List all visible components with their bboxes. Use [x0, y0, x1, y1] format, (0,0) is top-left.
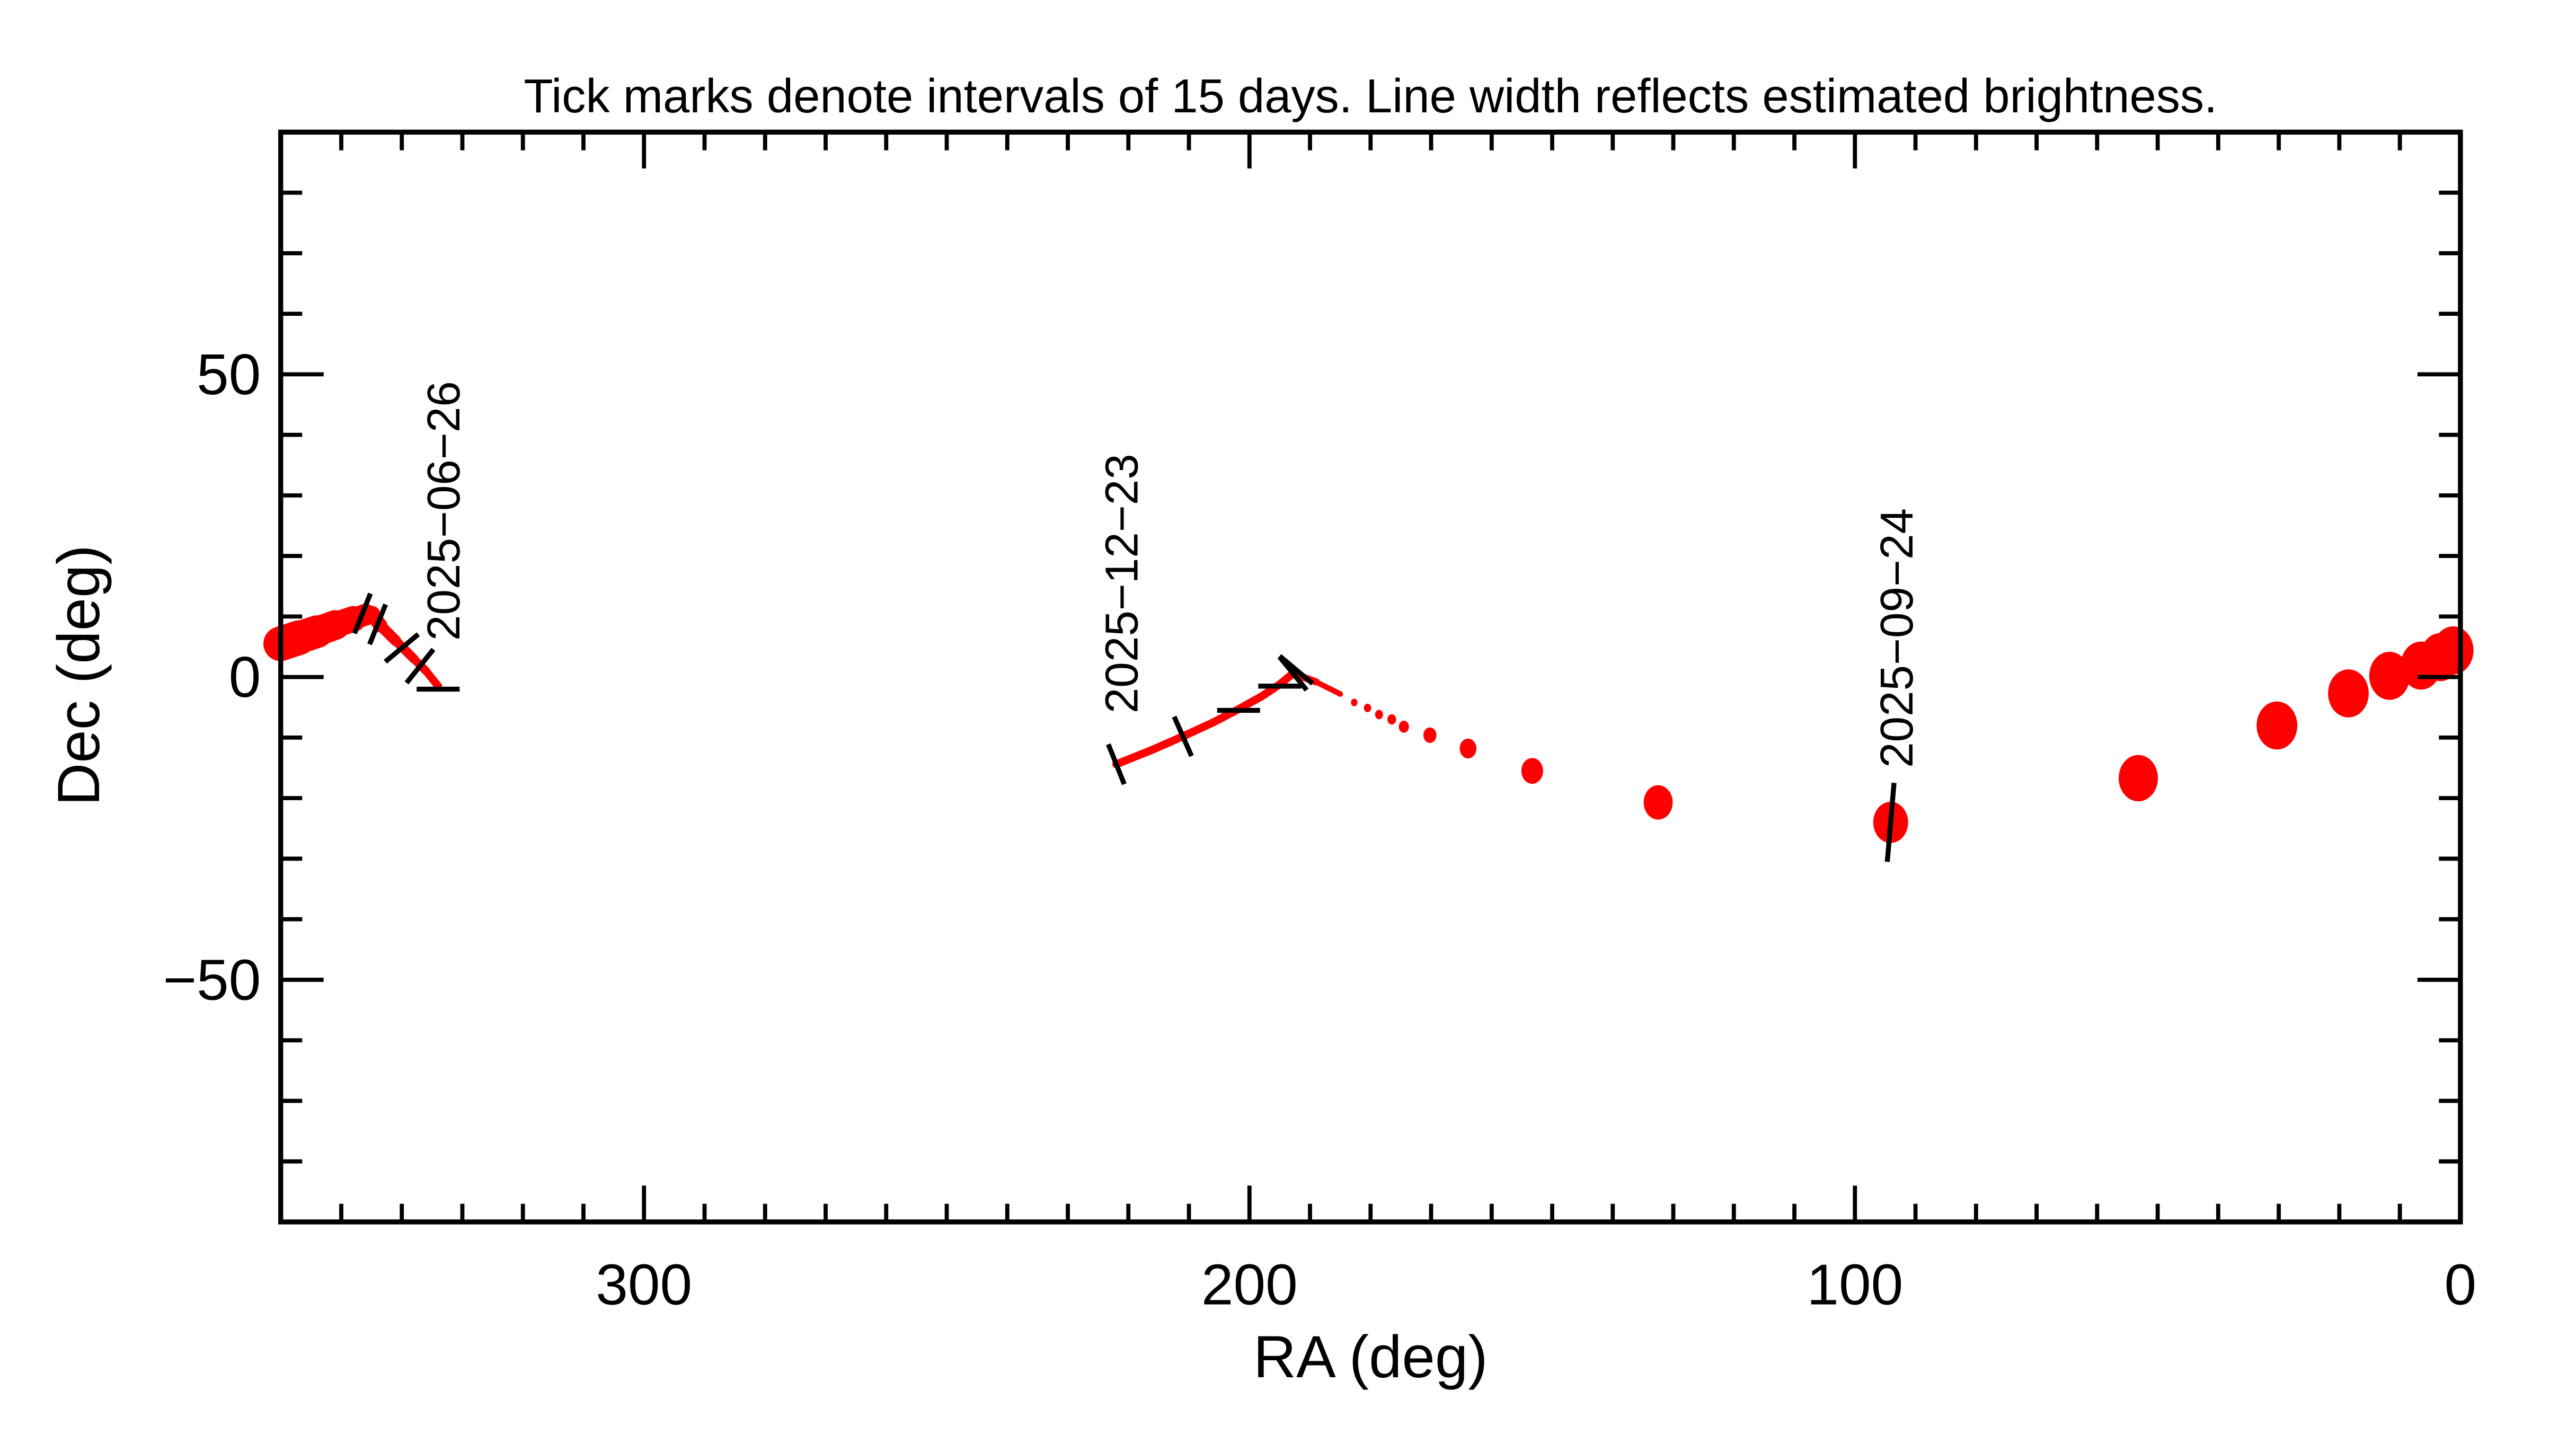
- chart-title: Tick marks denote intervals of 15 days. …: [524, 69, 2217, 123]
- track-point: [1387, 714, 1396, 725]
- date-label: 2025−12−23: [1096, 454, 1147, 713]
- track-segment: [1112, 746, 1157, 768]
- track-point: [2328, 669, 2369, 718]
- x-axis-label: RA (deg): [1253, 1323, 1488, 1390]
- track-point: [1423, 727, 1437, 743]
- x-tick-label: 300: [596, 1253, 692, 1317]
- track-point: [1398, 721, 1409, 733]
- date-label: 2025−09−24: [1871, 508, 1923, 768]
- track-segment: [422, 667, 442, 690]
- track-segment: [1313, 679, 1343, 697]
- date-label: 2025−06−26: [418, 381, 470, 641]
- y-axis-label: Dec (deg): [45, 545, 112, 805]
- plot-marks: 2025−06−26 2025−12−23 2025−09−24: [263, 381, 2474, 862]
- track-point: [1643, 785, 1673, 820]
- track-point: [2369, 652, 2410, 700]
- x-tick-label: 100: [1807, 1253, 1903, 1317]
- track-point: [2119, 755, 2158, 802]
- track-point: [2256, 701, 2298, 750]
- interval-tick: [384, 632, 420, 664]
- interval-tick: [1278, 654, 1314, 686]
- x-tick-label: 0: [2445, 1253, 2477, 1317]
- y-tick-label: 0: [229, 645, 261, 710]
- track-segment: [391, 636, 419, 664]
- x-tick-label: 200: [1201, 1253, 1298, 1317]
- track-point: [1375, 710, 1383, 720]
- y-tick-label: 50: [197, 342, 261, 407]
- interval-tick: [1884, 782, 1897, 862]
- track-point: [1364, 703, 1371, 713]
- interval-tick: [352, 592, 373, 635]
- track-point: [1521, 758, 1543, 784]
- y-tick-label: −50: [163, 947, 261, 1012]
- axes: 300 200 100 0 50 0 −50: [163, 129, 2477, 1317]
- interval-tick: [1106, 743, 1127, 785]
- track-segment: [1179, 718, 1217, 741]
- plot-frame: [278, 129, 2463, 1225]
- interval-tick: [404, 648, 436, 685]
- track-segment: [1234, 692, 1266, 713]
- track-point: [1459, 738, 1477, 759]
- track-point: [2432, 626, 2474, 675]
- track-segment: [1148, 732, 1187, 754]
- track-point: [1351, 698, 1358, 706]
- interval-tick: [1172, 715, 1194, 757]
- interval-tick: [367, 603, 388, 645]
